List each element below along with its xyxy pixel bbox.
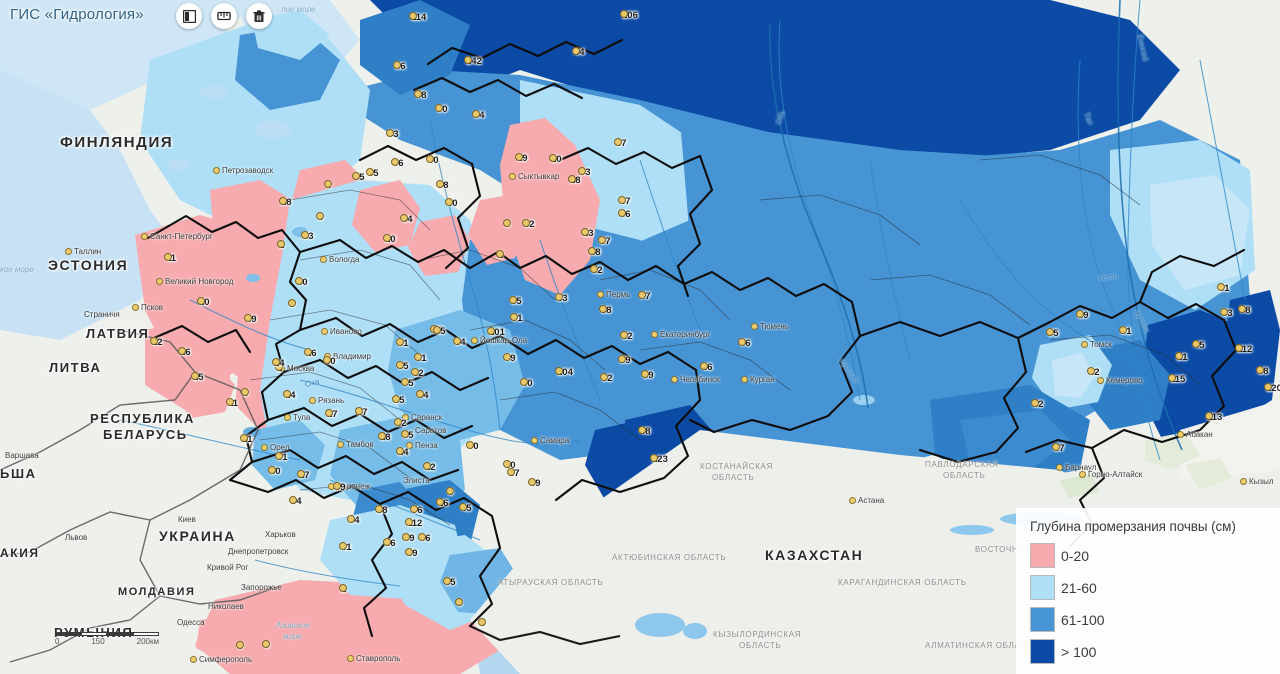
legend-row[interactable]: > 100 — [1030, 639, 1280, 664]
panel-toggle-button[interactable] — [176, 3, 202, 29]
legend-row[interactable]: 0-20 — [1030, 543, 1280, 568]
scale-bar: 0 150 200км — [55, 632, 159, 646]
legend-items: 0-20 21-60 61-100 > 100 — [1030, 543, 1280, 664]
legend-title: Глубина промерзания почвы (см) — [1030, 519, 1236, 534]
scale-tick-2: 200км — [136, 637, 159, 646]
scale-tick-1: 150 — [91, 637, 105, 646]
legend-label: 21-60 — [1061, 579, 1097, 596]
legend-panel: Глубина промерзания почвы (см) 0-20 21-60… — [1016, 508, 1280, 674]
legend-label: 61-100 — [1061, 611, 1105, 628]
scale-tick-0: 0 — [55, 637, 60, 646]
legend-row[interactable]: 21-60 — [1030, 575, 1280, 600]
measure-icon — [217, 10, 231, 22]
legend-row[interactable]: 61-100 — [1030, 607, 1280, 632]
legend-label: > 100 — [1061, 643, 1097, 660]
legend-swatch — [1030, 575, 1055, 600]
page-title: ГИС «Гидрология» — [10, 6, 144, 23]
trash-icon — [253, 9, 265, 23]
map-toolbar — [176, 3, 272, 29]
legend-swatch — [1030, 543, 1055, 568]
legend-swatch — [1030, 639, 1055, 664]
scale-bar-segments — [55, 632, 159, 636]
scale-bar-ticks: 0 150 200км — [55, 637, 159, 646]
clear-button[interactable] — [246, 3, 272, 29]
panel-icon — [182, 9, 196, 23]
legend-label: 0-20 — [1061, 547, 1090, 564]
legend-swatch — [1030, 607, 1055, 632]
measure-button[interactable] — [211, 3, 237, 29]
